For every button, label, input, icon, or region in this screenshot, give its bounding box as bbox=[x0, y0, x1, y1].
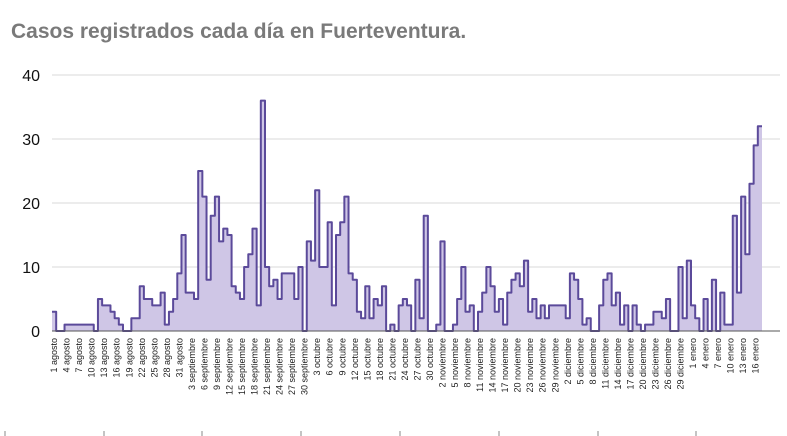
x-tick-label: 4 enero bbox=[701, 338, 711, 369]
x-tick-label: 10 agosto bbox=[87, 338, 97, 378]
x-tick-label: 13 agosto bbox=[99, 338, 109, 378]
x-tick-label: 10 enero bbox=[726, 338, 736, 374]
x-tick-label: 31 agosto bbox=[174, 338, 184, 378]
x-tick-label: 7 enero bbox=[713, 338, 723, 369]
x-tick-label: 29 diciembre bbox=[676, 338, 686, 390]
x-tick-label: 1 agosto bbox=[49, 338, 59, 373]
x-tick-label: 7 agosto bbox=[74, 338, 84, 373]
y-tick-label: 40 bbox=[22, 68, 40, 85]
x-tick-label: 18 octubre bbox=[375, 338, 385, 381]
x-tick-label: 24 septiembre bbox=[275, 338, 285, 395]
y-tick-label: 30 bbox=[22, 132, 40, 149]
x-tick-label: 30 octubre bbox=[425, 338, 435, 381]
gridlines bbox=[52, 74, 780, 268]
x-tick-label: 25 agosto bbox=[149, 338, 159, 378]
bottom-tick-marks bbox=[4, 431, 697, 436]
x-tick-label: 23 noviembre bbox=[525, 338, 535, 393]
x-tick-label: 8 diciembre bbox=[588, 338, 598, 385]
x-tick-label: 24 octubre bbox=[400, 338, 410, 381]
x-tick-label: 3 septiembre bbox=[187, 338, 197, 390]
x-tick-label: 2 noviembre bbox=[438, 338, 448, 388]
x-tick-label: 6 septiembre bbox=[199, 338, 209, 390]
x-tick-label: 2 diciembre bbox=[563, 338, 573, 385]
x-tick-label: 20 diciembre bbox=[638, 338, 648, 390]
series-line bbox=[52, 99, 762, 332]
y-axis-ticks: 0 10 20 30 40 bbox=[22, 68, 40, 341]
x-tick-label: 11 diciembre bbox=[600, 338, 610, 389]
chart-title: Casos registrados cada día en Fuertevent… bbox=[11, 20, 467, 43]
x-tick-label: 16 agosto bbox=[112, 338, 122, 378]
x-tick-label: 21 octubre bbox=[387, 338, 397, 381]
x-tick-label: 17 noviembre bbox=[500, 338, 510, 393]
x-tick-label: 23 diciembre bbox=[651, 338, 661, 390]
x-tick-label: 15 septiembre bbox=[237, 338, 247, 395]
x-tick-label: 15 octubre bbox=[362, 338, 372, 381]
x-tick-label: 21 septiembre bbox=[262, 338, 272, 395]
x-tick-label: 22 agosto bbox=[137, 338, 147, 378]
x-tick-label: 9 octubre bbox=[337, 338, 347, 376]
y-tick-label: 0 bbox=[31, 324, 40, 341]
x-tick-label: 8 noviembre bbox=[463, 338, 473, 388]
x-axis-ticks: 1 agosto 4 agosto 7 agosto 10 agosto 13 agos… bbox=[49, 338, 761, 395]
x-tick-label: 26 noviembre bbox=[538, 338, 548, 393]
x-tick-label: 27 septiembre bbox=[287, 338, 297, 395]
x-tick-label: 6 octubre bbox=[325, 338, 335, 376]
x-tick-label: 28 agosto bbox=[162, 338, 172, 378]
x-tick-label: 1 enero bbox=[688, 338, 698, 369]
x-tick-label: 14 diciembre bbox=[613, 338, 623, 390]
x-tick-label: 30 septiembre bbox=[300, 338, 310, 395]
x-tick-label: 19 agosto bbox=[124, 338, 134, 378]
y-tick-label: 10 bbox=[22, 260, 40, 277]
x-tick-label: 14 noviembre bbox=[488, 338, 498, 393]
x-tick-label: 27 octubre bbox=[412, 338, 422, 381]
x-tick-label: 11 noviembre bbox=[475, 338, 485, 392]
y-tick-label: 20 bbox=[22, 196, 40, 213]
x-tick-label: 12 octubre bbox=[350, 338, 360, 381]
x-tick-label: 5 noviembre bbox=[450, 338, 460, 388]
x-tick-label: 26 diciembre bbox=[663, 338, 673, 390]
x-tick-label: 9 septiembre bbox=[212, 338, 222, 390]
x-tick-label: 5 diciembre bbox=[575, 338, 585, 385]
x-tick-label: 3 octubre bbox=[312, 338, 322, 376]
x-tick-label: 17 diciembre bbox=[625, 338, 635, 390]
x-tick-label: 13 enero bbox=[738, 338, 748, 374]
x-tick-label: 4 agosto bbox=[62, 338, 72, 373]
x-tick-label: 16 enero bbox=[751, 338, 761, 374]
series-area bbox=[52, 100, 762, 331]
x-tick-label: 20 noviembre bbox=[513, 338, 523, 393]
x-tick-label: 29 noviembre bbox=[550, 338, 560, 393]
x-tick-label: 18 septiembre bbox=[250, 338, 260, 395]
x-tick-label: 12 septiembre bbox=[225, 338, 235, 395]
